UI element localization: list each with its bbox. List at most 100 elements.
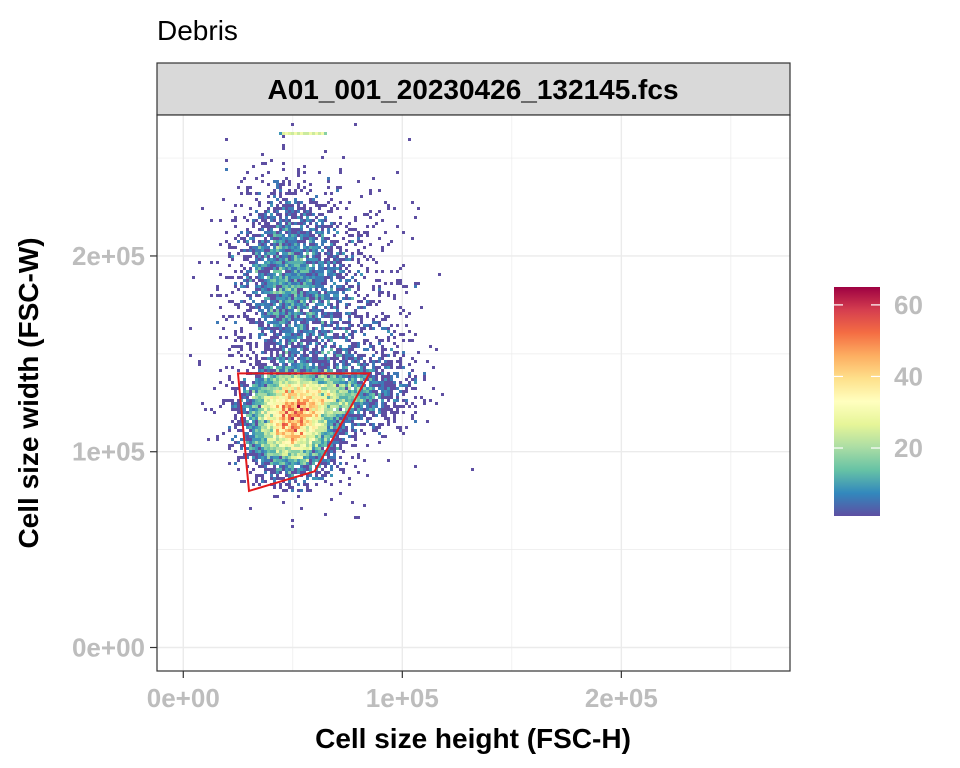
density-bin [246, 240, 249, 243]
density-bin [255, 480, 258, 483]
density-bin [261, 363, 264, 366]
density-bin [282, 267, 285, 270]
density-bin [351, 378, 354, 381]
density-bin [306, 231, 309, 234]
density-bin [279, 345, 282, 348]
density-bin [258, 201, 261, 204]
density-bin [300, 213, 303, 216]
density-bin [297, 288, 300, 291]
density-bin [249, 237, 252, 240]
density-bin [351, 384, 354, 387]
density-bin [396, 372, 399, 375]
density-bin [285, 198, 288, 201]
density-bin [273, 300, 276, 303]
density-bin [312, 447, 315, 450]
density-bin [357, 417, 360, 420]
density-bin [336, 417, 339, 420]
density-bin [288, 264, 291, 267]
density-bin [345, 360, 348, 363]
density-bin [348, 378, 351, 381]
density-bin [279, 387, 282, 390]
density-bin [345, 393, 348, 396]
density-bin [255, 345, 258, 348]
density-bin [360, 318, 363, 321]
density-bin [273, 264, 276, 267]
density-bin [237, 276, 240, 279]
density-bin [360, 423, 363, 426]
density-bin [264, 387, 267, 390]
density-bin [363, 363, 366, 366]
density-bin [318, 279, 321, 282]
density-bin [282, 279, 285, 282]
density-bin [243, 267, 246, 270]
density-bin [258, 450, 261, 453]
density-bin [300, 339, 303, 342]
density-bin [291, 357, 294, 360]
density-bin [303, 339, 306, 342]
density-bin [279, 450, 282, 453]
density-bin [216, 288, 219, 291]
density-bin [294, 273, 297, 276]
density-bin [339, 480, 342, 483]
density-bin [228, 426, 231, 429]
density-bin [267, 378, 270, 381]
density-bin [303, 450, 306, 453]
density-bin [276, 231, 279, 234]
density-bin [297, 279, 300, 282]
density-bin [270, 282, 273, 285]
density-bin [345, 312, 348, 315]
density-bin [273, 282, 276, 285]
density-bin [306, 414, 309, 417]
density-bin [246, 249, 249, 252]
density-bin [264, 420, 267, 423]
density-bin [306, 237, 309, 240]
density-bin [318, 276, 321, 279]
density-bin [264, 447, 267, 450]
density-bin [300, 255, 303, 258]
density-bin [363, 387, 366, 390]
density-bin [333, 336, 336, 339]
density-bin [240, 396, 243, 399]
density-bin [342, 336, 345, 339]
density-bin [333, 264, 336, 267]
density-bin [291, 318, 294, 321]
density-bin [390, 390, 393, 393]
density-bin [345, 339, 348, 342]
density-bin [366, 312, 369, 315]
density-bin [288, 333, 291, 336]
density-bin [297, 333, 300, 336]
density-bin [273, 210, 276, 213]
density-bin [276, 282, 279, 285]
density-bin [246, 402, 249, 405]
density-bin [309, 249, 312, 252]
density-bin [279, 285, 282, 288]
density-bin [396, 393, 399, 396]
density-bin [282, 249, 285, 252]
density-bin [339, 252, 342, 255]
density-bin [288, 381, 291, 384]
density-bin [333, 381, 336, 384]
density-bin [336, 267, 339, 270]
density-bin [360, 369, 363, 372]
density-bin [336, 351, 339, 354]
density-bin [279, 441, 282, 444]
density-bin [336, 432, 339, 435]
density-bin [222, 198, 225, 201]
density-bin [375, 321, 378, 324]
density-bin [363, 408, 366, 411]
density-bin [372, 327, 375, 330]
density-bin [363, 297, 366, 300]
density-bin [282, 285, 285, 288]
density-bin [372, 300, 375, 303]
density-bin [264, 231, 267, 234]
density-bin [321, 474, 324, 477]
density-bin [273, 384, 276, 387]
density-bin [285, 399, 288, 402]
density-bin [240, 249, 243, 252]
density-bin [294, 396, 297, 399]
density-bin [315, 483, 318, 486]
density-bin [402, 309, 405, 312]
density-bin [357, 261, 360, 264]
density-bin [366, 294, 369, 297]
density-bin [303, 471, 306, 474]
